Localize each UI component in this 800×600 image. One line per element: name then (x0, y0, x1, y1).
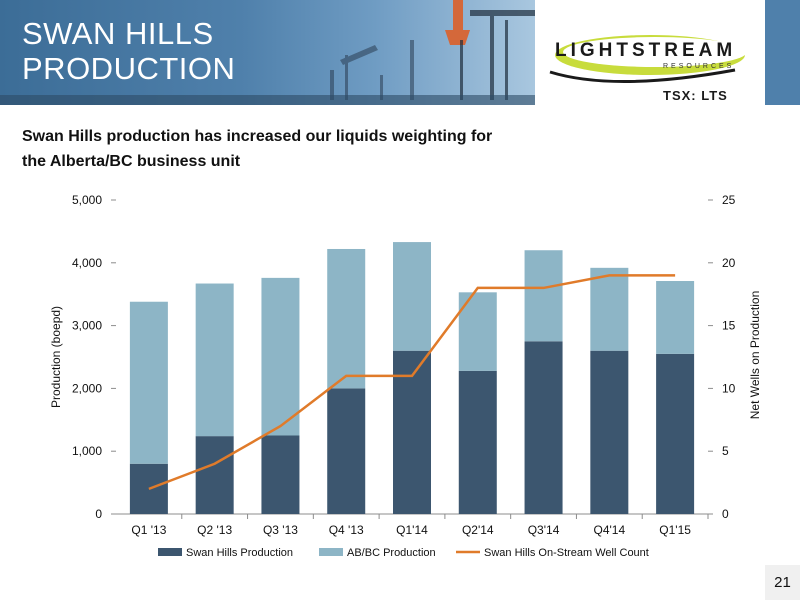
abbc-bar (524, 250, 563, 342)
y2-tick-label: 25 (722, 193, 736, 207)
ticker-symbol: TSX: LTS (663, 88, 728, 103)
x-tick-label: Q4'14 (594, 523, 626, 537)
abbc-bar (656, 281, 695, 354)
swan-hills-bar (261, 435, 300, 514)
y-tick-label: 2,000 (72, 381, 102, 395)
logo-sub: RESOURCES (663, 63, 735, 70)
x-tick-label: Q2 '13 (197, 523, 232, 537)
production-chart: 0 1,000 2,000 3,000 4,000 5,000 0 5 10 15 20 25 Q1 '… (49, 193, 762, 559)
swan-hills-bar (656, 353, 695, 514)
abbc-bar (261, 277, 300, 436)
header: SWAN HILLS PRODUCTION LIGHTSTREAM RESOUR… (0, 0, 800, 105)
abbc-bar (327, 248, 366, 389)
y2-tick-label: 15 (722, 319, 736, 333)
oil-pump-jack-illustration (0, 0, 535, 105)
abbc-bar (393, 242, 431, 351)
y-tick-label: 4,000 (72, 256, 102, 270)
y2-tick-label: 0 (722, 507, 729, 521)
y-tick-label: 5,000 (72, 193, 102, 207)
y-tick-label: 3,000 (72, 319, 102, 333)
swan-hills-bar (524, 341, 563, 514)
swan-hills-bar (590, 350, 629, 514)
x-tick-label: Q2'14 (462, 523, 494, 537)
x-tick-label: Q1'14 (396, 523, 428, 537)
y-axis-title: Production (boepd) (49, 306, 63, 408)
header-banner: SWAN HILLS PRODUCTION (0, 0, 535, 105)
x-tick-label: Q1'15 (659, 523, 691, 537)
y2-tick-label: 10 (722, 381, 736, 395)
logo-name: LIGHTSTREAM (555, 40, 737, 61)
subtitle-line2: the Alberta/BC business unit (22, 153, 241, 170)
header-title-line2: PRODUCTION (22, 51, 236, 86)
header-right-strip (765, 0, 800, 105)
legend-label: Swan Hills On-Stream Well Count (484, 547, 649, 559)
page-number: 21 (765, 565, 800, 600)
x-tick-label: Q1 '13 (131, 523, 166, 537)
legend-swatch (158, 548, 182, 556)
x-tick-label: Q3 '13 (263, 523, 298, 537)
well-count-line (148, 274, 676, 491)
abbc-bar (195, 283, 234, 437)
abbc-bar (129, 301, 168, 464)
y-tick-label: 0 (95, 507, 102, 521)
y2-tick-label: 5 (722, 444, 729, 458)
y2-tick-label: 20 (722, 256, 736, 270)
legend-swatch (319, 548, 343, 556)
x-tick-label: Q3'14 (528, 523, 560, 537)
header-title-line1: SWAN HILLS (22, 16, 214, 51)
swan-hills-bar (458, 370, 497, 514)
logo-swoosh (549, 35, 747, 83)
y-tick-label: 1,000 (72, 444, 102, 458)
swan-hills-bar (195, 436, 234, 514)
company-logo: LIGHTSTREAM RESOURCES TSX: LTS (535, 0, 765, 105)
x-tick-label: Q4 '13 (329, 523, 364, 537)
swan-hills-bar (327, 388, 366, 514)
abbc-bar (590, 267, 629, 351)
swan-hills-bar (393, 350, 431, 514)
subtitle-line1: Swan Hills production has increased our … (22, 128, 493, 145)
slide-subtitle: Swan Hills production has increased our … (22, 124, 622, 174)
legend-label: Swan Hills Production (186, 547, 293, 559)
legend-label: AB/BC Production (347, 547, 436, 559)
y2-axis-title: Net Wells on Production (748, 291, 762, 420)
